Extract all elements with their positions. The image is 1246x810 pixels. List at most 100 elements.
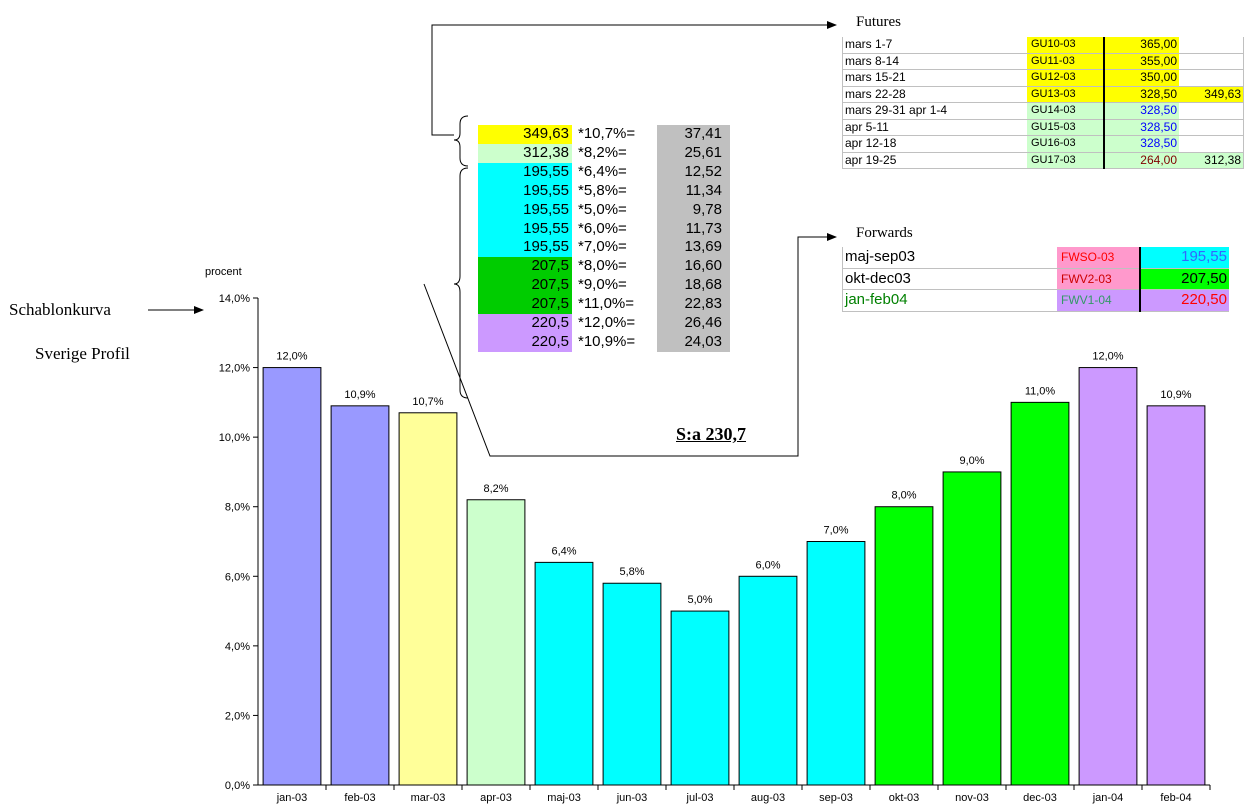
calc-price: 195,55 <box>478 162 572 182</box>
calc-price: 207,5 <box>478 295 572 315</box>
bar <box>806 541 866 786</box>
bar-value-label: 8,2% <box>483 483 508 495</box>
calc-row: 220,5 *12,0%= 26,46 <box>478 314 730 333</box>
bar <box>874 506 934 786</box>
calc-result: 11,73 <box>657 219 730 239</box>
bar <box>330 405 390 786</box>
futures-code: GU12-03 <box>1027 69 1104 87</box>
sverige-profil-label: Sverige Profil <box>35 344 130 363</box>
calc-result: 11,34 <box>657 181 730 201</box>
chart-bars: 12,0% 10,9% 10,7% 8,2% 6,4% 5,8% 5,0% 6,0% 7,0% 8… <box>262 351 1206 786</box>
calc-result: 37,41 <box>657 125 730 144</box>
futures-price: 328,50 <box>1103 85 1179 103</box>
calc-factor: *8,0%= <box>578 257 627 275</box>
futures-price: 264,00 <box>1103 151 1179 169</box>
calc-factor: *10,7%= <box>578 125 636 142</box>
futures-code: GU10-03 <box>1027 37 1104 54</box>
forwards-title: Forwards <box>856 225 913 241</box>
calc-result: 18,68 <box>657 276 730 296</box>
futures-code: GU17-03 <box>1027 151 1104 169</box>
x-tick-label: feb-03 <box>344 792 375 804</box>
futures-price: 328,50 <box>1103 119 1179 136</box>
y-tick-label: 4,0% <box>225 641 250 653</box>
calc-row: 195,55 *5,8%= 11,34 <box>478 181 730 201</box>
calc-price: 195,55 <box>478 181 572 201</box>
bar <box>466 499 526 786</box>
calc-row: 195,55 *6,0%= 11,73 <box>478 219 730 239</box>
calc-factor: *5,0%= <box>578 200 627 218</box>
futures-weighted <box>1179 53 1244 70</box>
x-tick-label: feb-04 <box>1160 792 1191 804</box>
bar-value-label: 5,8% <box>619 566 644 578</box>
y-tick-label: 0,0% <box>225 780 250 792</box>
calc-result: 13,69 <box>657 238 730 258</box>
futures-code: GU15-03 <box>1027 119 1104 136</box>
forwards-price: 220,50 <box>1139 289 1229 312</box>
futures-row: mars 15-21 GU12-03 350,00 <box>842 69 1244 87</box>
forwards-period: okt-dec03 <box>842 268 1057 290</box>
brace-top <box>453 115 469 167</box>
calc-row: 220,5 *10,9%= 24,03 <box>478 332 730 352</box>
x-tick-label: sep-03 <box>819 792 853 804</box>
futures-price: 355,00 <box>1103 53 1179 70</box>
bar <box>1078 367 1138 786</box>
futures-period: mars 29-31 apr 1-4 <box>842 102 1027 120</box>
bar-value-label: 10,9% <box>344 389 375 401</box>
calc-price: 195,55 <box>478 200 572 220</box>
x-tick-label: jun-03 <box>616 792 648 804</box>
calc-row: 195,55 *6,4%= 12,52 <box>478 162 730 182</box>
futures-code: GU13-03 <box>1027 85 1104 103</box>
bar <box>534 561 594 786</box>
futures-row: apr 5-11 GU15-03 328,50 <box>842 119 1244 136</box>
y-tick-label: 14,0% <box>219 293 250 305</box>
forwards-row: maj-sep03 FWSO-03 195,55 <box>842 247 1229 269</box>
x-tick-label: aug-03 <box>751 792 785 804</box>
futures-row: apr 19-25 GU17-03 264,00 312,38 <box>842 151 1244 169</box>
bar-value-label: 6,0% <box>755 559 780 571</box>
futures-weighted <box>1179 69 1244 87</box>
calc-factor: *10,9%= <box>578 332 636 350</box>
forwards-price: 195,55 <box>1139 247 1229 269</box>
calc-factor: *6,4%= <box>578 162 627 180</box>
y-tick-label: 2,0% <box>225 710 250 722</box>
bar <box>602 582 662 786</box>
calc-factor: *5,8%= <box>578 181 627 199</box>
futures-row: mars 1-7 GU10-03 365,00 <box>842 37 1244 54</box>
futures-period: mars 15-21 <box>842 69 1027 87</box>
futures-code: GU11-03 <box>1027 53 1104 70</box>
futures-period: mars 8-14 <box>842 53 1027 70</box>
bar <box>1010 401 1070 786</box>
bar <box>262 367 322 786</box>
y-tick-label: 6,0% <box>225 571 250 583</box>
calc-factor: *8,2%= <box>578 143 627 161</box>
bar-value-label: 6,4% <box>551 545 576 557</box>
futures-weighted: 349,63 <box>1179 85 1244 103</box>
futures-arrow-line <box>431 21 837 136</box>
bar <box>670 610 730 786</box>
calc-result: 12,52 <box>657 162 730 182</box>
calc-price: 195,55 <box>478 238 572 258</box>
calc-price: 220,5 <box>478 332 572 352</box>
forwards-row: jan-feb04 FWV1-04 220,50 <box>842 289 1229 312</box>
brace-bottom <box>453 167 469 399</box>
calc-factor: *9,0%= <box>578 276 627 294</box>
futures-row: mars 22-28 GU13-03 328,50 349,63 <box>842 85 1244 103</box>
futures-price: 350,00 <box>1103 69 1179 87</box>
y-tick-label: 8,0% <box>225 502 250 514</box>
bar <box>738 575 798 786</box>
calc-result: 24,03 <box>657 332 730 352</box>
calc-price: 220,5 <box>478 314 572 333</box>
calc-price: 207,5 <box>478 276 572 296</box>
futures-price: 328,50 <box>1103 102 1179 120</box>
futures-row: mars 8-14 GU11-03 355,00 <box>842 53 1244 70</box>
bar-value-label: 10,7% <box>412 396 443 408</box>
calc-row: 312,38 *8,2%= 25,61 <box>478 143 730 163</box>
calc-row: 207,5 *11,0%= 22,83 <box>478 295 730 315</box>
bar-value-label: 12,0% <box>1092 351 1123 363</box>
calc-row: 195,55 *7,0%= 13,69 <box>478 238 730 258</box>
x-tick-label: jan-03 <box>276 792 308 804</box>
calc-result: 25,61 <box>657 143 730 163</box>
futures-period: mars 1-7 <box>842 37 1027 54</box>
calc-factor: *12,0%= <box>578 314 636 332</box>
bar <box>1146 405 1206 786</box>
